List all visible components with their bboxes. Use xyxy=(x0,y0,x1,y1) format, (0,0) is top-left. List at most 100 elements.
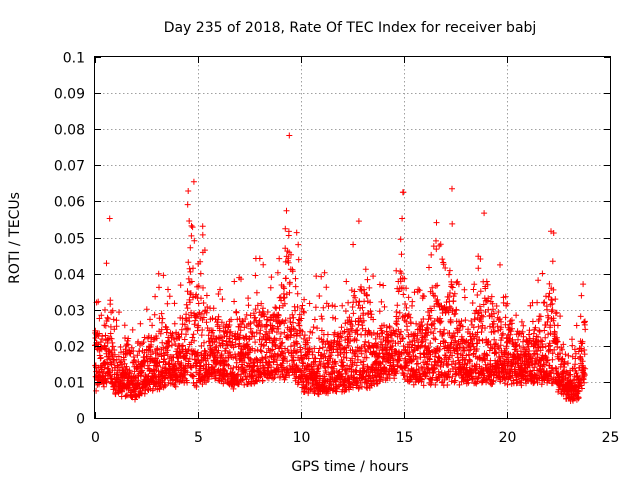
data-point xyxy=(241,359,248,366)
data-point xyxy=(394,302,401,309)
data-point xyxy=(201,247,208,254)
data-point xyxy=(442,265,449,271)
data-point xyxy=(108,335,115,342)
data-point xyxy=(204,355,211,362)
data-point xyxy=(426,264,432,271)
data-point xyxy=(559,346,566,353)
data-point xyxy=(579,385,585,392)
data-point xyxy=(562,351,569,358)
data-point xyxy=(109,307,116,314)
data-point xyxy=(448,281,455,288)
data-point xyxy=(230,385,237,392)
data-point xyxy=(289,311,296,318)
data-point xyxy=(161,352,168,359)
data-point xyxy=(97,354,104,361)
data-point xyxy=(101,383,107,390)
data-point xyxy=(350,384,356,391)
data-point xyxy=(301,389,308,395)
data-point xyxy=(318,273,325,280)
data-point xyxy=(289,268,296,275)
data-point xyxy=(194,349,201,356)
data-point xyxy=(502,366,509,372)
y-tick-label: 0.03 xyxy=(54,304,85,320)
data-point xyxy=(554,322,561,329)
data-point xyxy=(319,315,326,322)
data-point xyxy=(361,286,367,293)
data-point xyxy=(325,303,332,310)
data-point xyxy=(346,386,353,393)
data-point xyxy=(399,215,406,222)
data-point xyxy=(541,299,548,306)
data-point xyxy=(166,293,173,300)
data-point xyxy=(403,285,410,292)
data-point xyxy=(113,323,120,330)
data-point xyxy=(350,310,357,317)
data-point xyxy=(127,370,134,377)
data-point xyxy=(370,378,377,385)
data-point xyxy=(408,344,415,351)
data-point xyxy=(526,348,533,354)
data-point xyxy=(429,284,436,291)
x-tick-label: 20 xyxy=(499,430,517,446)
data-point xyxy=(364,276,371,283)
data-point xyxy=(513,342,520,349)
data-point xyxy=(223,329,230,336)
data-point xyxy=(137,389,144,396)
data-point xyxy=(181,336,188,343)
data-point xyxy=(534,299,541,306)
data-point xyxy=(402,301,409,307)
data-point xyxy=(199,223,206,230)
data-point xyxy=(357,315,364,322)
y-tick-labels: 0 0.01 0.02 0.03 0.04 0.05 0.06 0.07 0.08 0.09 0.1 xyxy=(54,51,85,428)
data-point xyxy=(140,339,147,346)
data-point xyxy=(544,318,551,325)
data-point xyxy=(203,319,210,326)
data-point xyxy=(216,339,223,346)
data-point xyxy=(323,284,330,291)
data-point xyxy=(331,329,338,336)
data-point xyxy=(480,313,487,320)
data-point xyxy=(272,304,279,311)
data-point xyxy=(99,333,106,340)
data-point xyxy=(195,322,202,329)
data-point xyxy=(420,382,427,389)
data-point xyxy=(200,362,207,369)
data-point xyxy=(467,346,474,353)
data-point xyxy=(141,334,148,341)
data-point xyxy=(155,363,161,370)
data-point xyxy=(145,335,151,342)
data-point xyxy=(270,359,277,366)
data-point xyxy=(275,312,282,319)
data-point xyxy=(299,302,306,309)
data-point xyxy=(362,266,369,273)
data-point xyxy=(119,388,126,395)
data-point xyxy=(103,379,110,386)
data-point xyxy=(379,329,386,336)
data-point xyxy=(306,300,313,307)
data-point xyxy=(108,375,115,382)
data-point xyxy=(449,373,456,380)
data-point xyxy=(281,300,288,307)
data-point xyxy=(373,377,380,384)
data-point xyxy=(549,258,556,265)
data-point xyxy=(360,317,367,324)
data-point xyxy=(461,294,468,301)
data-point xyxy=(102,306,108,313)
data-point xyxy=(321,350,328,357)
data-point xyxy=(480,301,487,308)
data-point xyxy=(200,284,206,291)
data-point xyxy=(315,368,321,375)
data-point xyxy=(448,378,455,385)
data-point xyxy=(261,312,268,318)
data-point xyxy=(366,329,373,335)
data-point xyxy=(184,379,191,386)
data-point xyxy=(468,336,475,343)
data-point xyxy=(370,329,377,336)
data-point xyxy=(543,368,550,375)
data-point xyxy=(502,314,509,321)
data-point xyxy=(188,232,195,239)
data-point xyxy=(231,278,238,285)
data-point xyxy=(417,375,424,382)
data-point xyxy=(441,377,448,383)
data-point xyxy=(438,318,445,325)
